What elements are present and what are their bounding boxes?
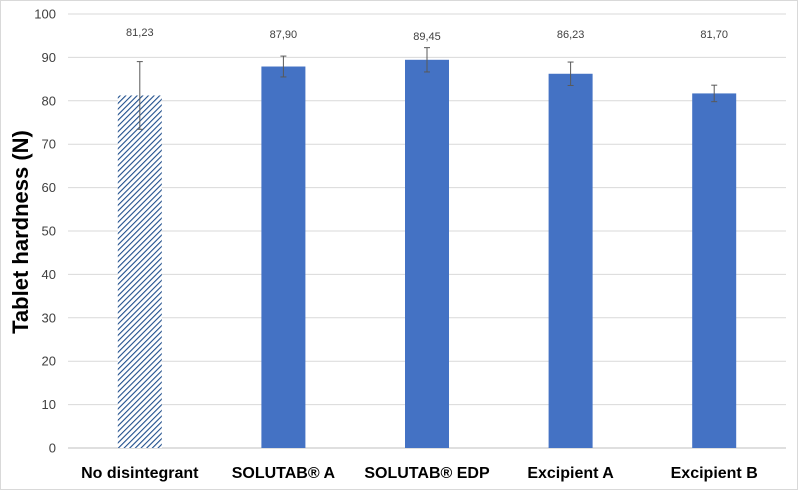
y-tick-label: 40: [42, 267, 56, 282]
data-label: 81,23: [126, 27, 154, 39]
y-axis-ticks: 0 10 20 30 40 50 60 70 80 90 100: [34, 7, 56, 456]
y-tick-label: 0: [49, 441, 56, 456]
data-label: 86,23: [557, 29, 585, 41]
x-category-label: SOLUTAB® EDP: [364, 465, 490, 482]
data-label: 81,70: [700, 29, 728, 41]
y-tick-label: 30: [42, 310, 56, 325]
y-tick-label: 70: [42, 137, 56, 152]
y-tick-label: 10: [42, 397, 56, 412]
data-label: 89,45: [413, 31, 441, 43]
x-category-label: Excipient A: [527, 465, 614, 482]
y-tick-label: 50: [42, 224, 56, 239]
y-tick-label: 100: [34, 7, 56, 22]
y-tick-label: 90: [42, 50, 56, 65]
x-category-label: No disintegrant: [81, 465, 199, 482]
x-category-label: Excipient B: [671, 465, 758, 482]
bars: [117, 59, 737, 449]
data-label: 87,90: [270, 29, 298, 41]
bar: [548, 73, 593, 448]
y-tick-label: 20: [42, 354, 56, 369]
bar: [405, 59, 449, 449]
y-tick-label: 80: [42, 93, 56, 108]
bar: [117, 95, 162, 449]
error-bars: [136, 47, 718, 130]
x-category-label: SOLUTAB® A: [232, 465, 336, 482]
bar: [261, 66, 306, 448]
y-tick-label: 60: [42, 180, 56, 195]
data-labels: 81,23 87,90 89,45 86,23 81,70: [126, 27, 728, 43]
y-axis-title: Tablet hardness (N): [8, 130, 33, 334]
x-axis-categories: No disintegrant SOLUTAB® A SOLUTAB® EDP Exc…: [81, 465, 758, 482]
bar: [692, 93, 737, 448]
